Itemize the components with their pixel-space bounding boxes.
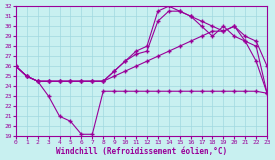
X-axis label: Windchill (Refroidissement éolien,°C): Windchill (Refroidissement éolien,°C) xyxy=(56,147,227,156)
